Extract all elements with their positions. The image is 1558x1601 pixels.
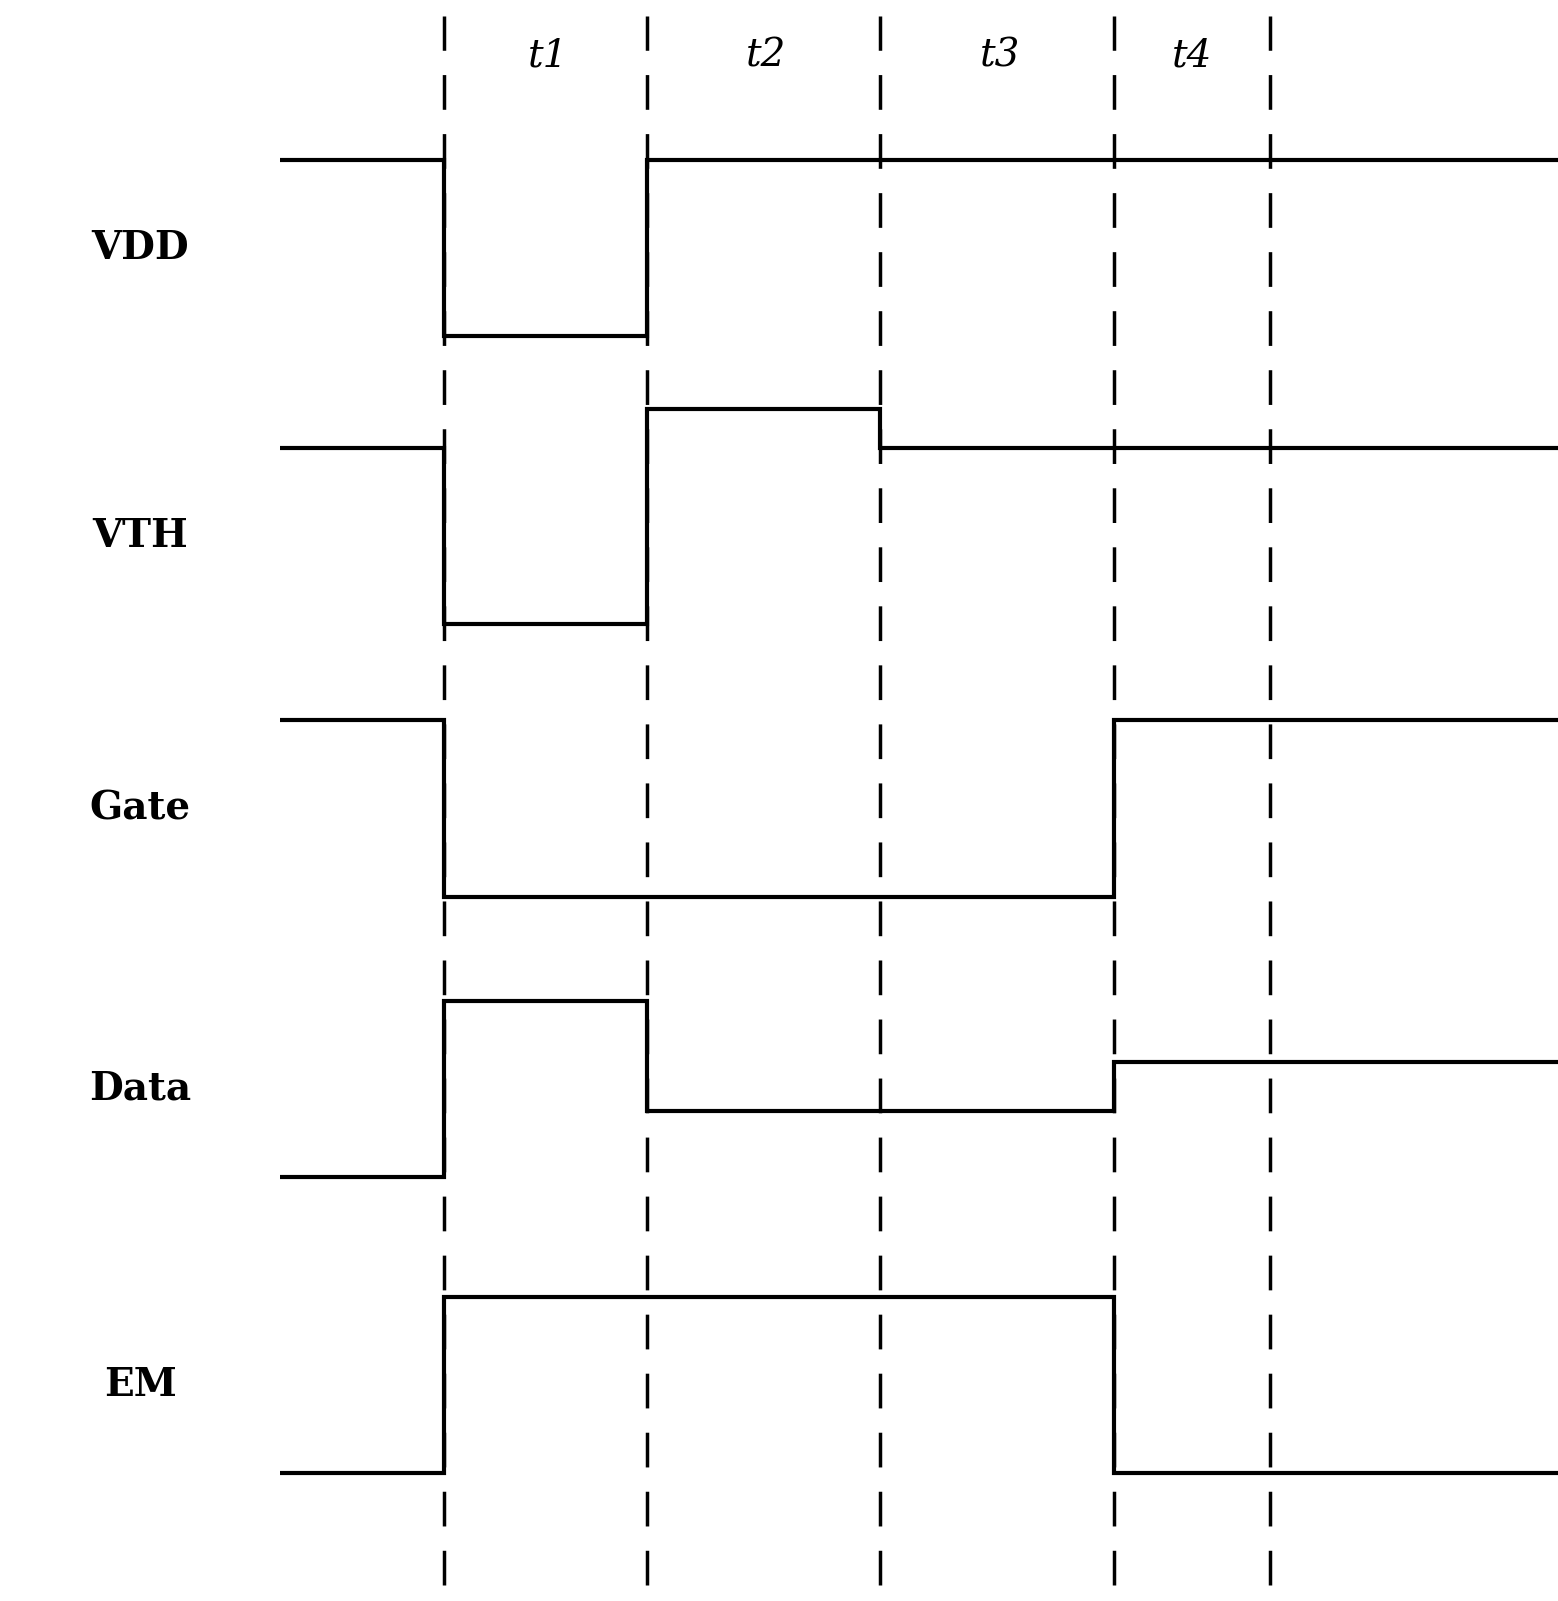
Text: VDD: VDD xyxy=(92,229,189,267)
Text: Data: Data xyxy=(89,1069,192,1108)
Text: t2: t2 xyxy=(746,37,787,75)
Text: t1: t1 xyxy=(528,37,569,75)
Text: Gate: Gate xyxy=(90,789,190,828)
Text: t3: t3 xyxy=(980,37,1020,75)
Text: t4: t4 xyxy=(1172,37,1212,75)
Text: EM: EM xyxy=(104,1366,176,1404)
Text: VTH: VTH xyxy=(92,517,189,556)
